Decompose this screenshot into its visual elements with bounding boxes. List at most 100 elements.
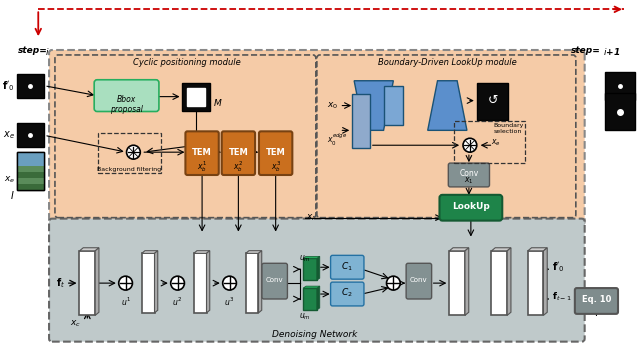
Text: Conv: Conv <box>410 277 428 283</box>
Polygon shape <box>246 251 262 253</box>
Text: TEM: TEM <box>228 148 248 157</box>
Circle shape <box>387 276 400 290</box>
Polygon shape <box>465 248 468 315</box>
FancyBboxPatch shape <box>94 80 159 111</box>
Polygon shape <box>528 248 547 251</box>
Polygon shape <box>303 256 320 258</box>
Bar <box>194 253 207 313</box>
Text: $x_b^3$: $x_b^3$ <box>271 159 281 174</box>
Text: Boundary-Driven LookUp module: Boundary-Driven LookUp module <box>378 58 516 67</box>
Text: $x_e$: $x_e$ <box>4 175 15 185</box>
Polygon shape <box>207 251 210 313</box>
Text: TEM: TEM <box>266 148 285 157</box>
Text: $x_c$: $x_c$ <box>70 318 81 329</box>
Bar <box>17 152 44 166</box>
Bar <box>605 93 635 130</box>
Circle shape <box>223 276 236 290</box>
Text: $\mathbf{f}'_0$: $\mathbf{f}'_0$ <box>2 79 15 93</box>
Polygon shape <box>449 248 468 251</box>
Polygon shape <box>492 248 511 251</box>
FancyBboxPatch shape <box>262 263 287 299</box>
Bar <box>605 72 635 100</box>
Bar <box>17 184 44 190</box>
Text: $u^3$: $u^3$ <box>225 296 235 308</box>
Bar <box>188 88 205 105</box>
Text: step=: step= <box>571 46 601 55</box>
Polygon shape <box>354 81 394 130</box>
FancyBboxPatch shape <box>448 163 490 187</box>
FancyBboxPatch shape <box>406 263 431 299</box>
Bar <box>17 160 44 166</box>
Text: Denoising Network: Denoising Network <box>272 330 358 339</box>
Bar <box>17 74 44 98</box>
Text: $x_0$: $x_0$ <box>326 100 338 111</box>
FancyBboxPatch shape <box>49 219 585 342</box>
Text: Conv: Conv <box>266 277 284 283</box>
Text: $\mathbf{f}'_0$: $\mathbf{f}'_0$ <box>552 260 565 274</box>
Bar <box>182 83 210 111</box>
Bar <box>79 251 95 315</box>
FancyBboxPatch shape <box>440 195 502 221</box>
Bar <box>246 253 259 313</box>
FancyBboxPatch shape <box>331 282 364 306</box>
Polygon shape <box>428 81 467 130</box>
Polygon shape <box>95 248 99 315</box>
Bar <box>17 152 44 190</box>
Bar <box>303 258 317 280</box>
Bar <box>17 152 44 190</box>
FancyBboxPatch shape <box>186 131 219 175</box>
Text: $x_e$: $x_e$ <box>3 129 15 141</box>
Text: $C_1$: $C_1$ <box>341 260 353 272</box>
Bar <box>303 288 317 310</box>
Bar <box>528 251 543 315</box>
Text: Bbox
proposal: Bbox proposal <box>110 95 143 114</box>
Text: $M$: $M$ <box>213 97 223 108</box>
Polygon shape <box>303 286 320 288</box>
Circle shape <box>463 138 477 152</box>
Text: $x_b^1$: $x_b^1$ <box>197 159 207 174</box>
Text: Eq. 10: Eq. 10 <box>582 295 611 304</box>
Bar <box>492 251 507 315</box>
Polygon shape <box>317 256 320 280</box>
Text: $x_l$: $x_l$ <box>306 212 315 223</box>
Polygon shape <box>141 251 157 253</box>
Text: $i$: $i$ <box>45 46 49 57</box>
Polygon shape <box>79 248 99 251</box>
Circle shape <box>118 276 132 290</box>
Bar <box>17 178 44 184</box>
FancyBboxPatch shape <box>259 131 292 175</box>
Bar <box>383 86 403 125</box>
Text: TEM: TEM <box>192 148 212 157</box>
Bar <box>17 172 44 178</box>
Text: $x_1$: $x_1$ <box>464 175 474 186</box>
Bar <box>477 83 508 120</box>
Text: Background filtering: Background filtering <box>97 167 161 172</box>
Bar <box>352 94 370 148</box>
Polygon shape <box>317 286 320 310</box>
FancyBboxPatch shape <box>49 50 585 224</box>
Text: $\mathbf{f}_t$: $\mathbf{f}_t$ <box>56 276 65 290</box>
Text: Conv: Conv <box>460 169 479 179</box>
Text: $x_0^{edge}$: $x_0^{edge}$ <box>326 132 347 148</box>
Text: $x_e$: $x_e$ <box>492 138 501 149</box>
Text: $i$+1: $i$+1 <box>604 46 621 57</box>
Bar <box>17 124 44 147</box>
Polygon shape <box>543 248 547 315</box>
Text: Boundary
selection: Boundary selection <box>493 124 524 134</box>
Text: $\mathbf{f}_{t-1}$: $\mathbf{f}_{t-1}$ <box>552 291 572 303</box>
Text: $u^1$: $u^1$ <box>120 296 131 308</box>
Polygon shape <box>507 248 511 315</box>
Polygon shape <box>194 251 210 253</box>
Text: $C_2$: $C_2$ <box>341 287 353 299</box>
FancyBboxPatch shape <box>221 131 255 175</box>
Text: $I$: $I$ <box>10 189 15 201</box>
FancyBboxPatch shape <box>331 255 364 279</box>
Text: $u^2$: $u^2$ <box>173 296 182 308</box>
Text: $\circlearrowleft$: $\circlearrowleft$ <box>486 94 499 107</box>
Circle shape <box>171 276 184 290</box>
Text: $u_m$: $u_m$ <box>300 253 311 264</box>
Text: LookUp: LookUp <box>452 202 490 211</box>
Bar <box>141 253 154 313</box>
FancyBboxPatch shape <box>575 288 618 314</box>
Text: $x_b^2$: $x_b^2$ <box>234 159 243 174</box>
